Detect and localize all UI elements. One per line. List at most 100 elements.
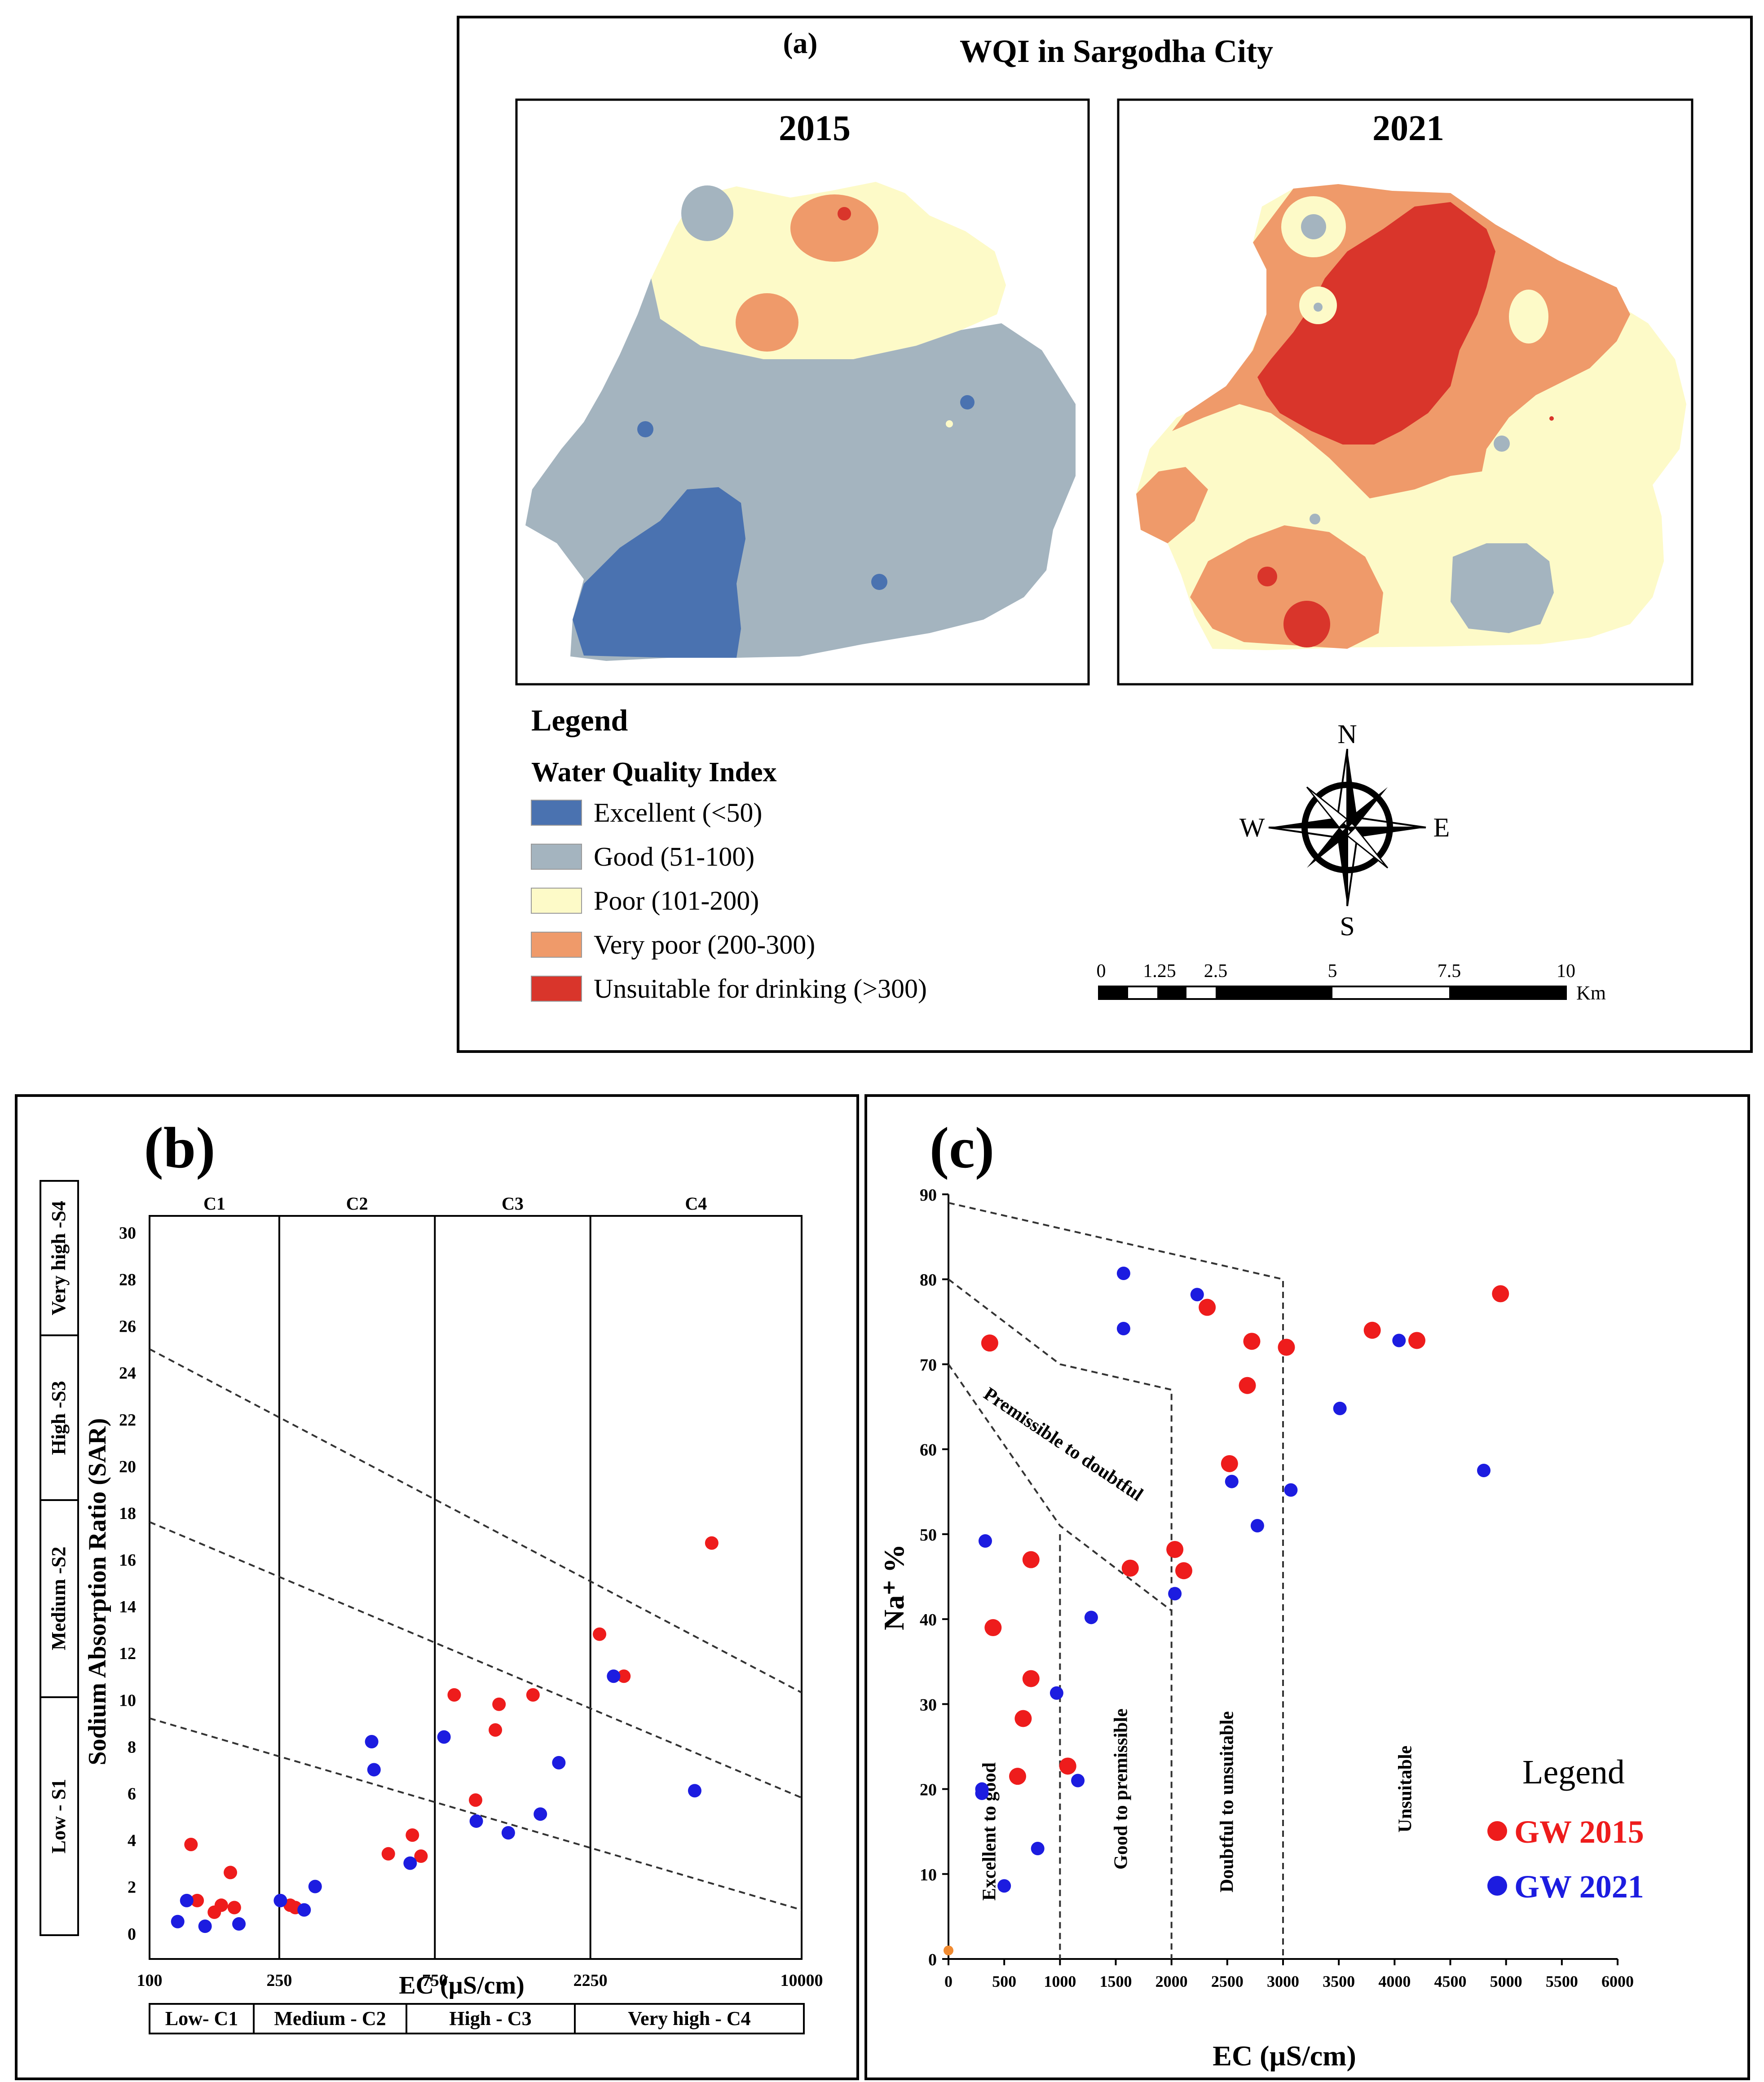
data-point-gw-2015 [705, 1536, 719, 1550]
map-2015-very-poor-patch [790, 194, 878, 262]
panel-c: (c) 0 10 20 30 40 50 60 70 80 90 0 500 1000 1500 2000 2… [864, 1094, 1750, 2080]
map-2021-very-poor-patch-2 [1136, 467, 1208, 543]
sar-class-boundary [150, 1348, 802, 1694]
scale-tick-label: 5 [1328, 961, 1337, 982]
wilcox-boundary-permissible [948, 1364, 1172, 1611]
c-zone-top-label: C3 [502, 1193, 524, 1214]
map-2021-good-spot [1301, 214, 1326, 239]
y-tick-label: 30 [119, 1224, 136, 1242]
chart-c-xlabel: EC (µS/cm) [1213, 2040, 1356, 2072]
data-point-gw-2021 [273, 1893, 287, 1907]
map-2021-good-spot-2 [1314, 303, 1323, 312]
sar-class-boundary [150, 1521, 802, 1799]
x-tick-label: 2500 [1211, 1972, 1244, 1990]
legend-swatch [531, 976, 582, 1002]
data-point-gw-2015 [984, 1619, 1002, 1637]
y-tick-label: 20 [119, 1457, 136, 1476]
scale-tick-label: 2.5 [1204, 961, 1228, 982]
wilcox-zone-label: Doubtful to unsuitable [1217, 1711, 1237, 1893]
data-point-gw-2021 [171, 1915, 185, 1928]
x-tick-label: 2250 [573, 1971, 608, 1990]
scale-tick-label: 1.25 [1143, 961, 1176, 982]
y-tick-label: 70 [920, 1356, 937, 1374]
panel-b-frame [15, 1094, 859, 2080]
map-2015: 2015 [515, 98, 1090, 686]
y-tick-label: 50 [920, 1526, 937, 1545]
map-2015-excellent-zone [573, 487, 745, 658]
map-2021-unsuitable-zone [1257, 202, 1495, 445]
map-2015-excellent-spot [637, 421, 653, 437]
data-point-gw-2021 [1190, 1288, 1204, 1302]
x-tick-label: 4500 [1434, 1972, 1467, 1990]
data-point-gw-2015 [944, 1946, 953, 1956]
legend-swatch [531, 932, 582, 958]
data-point-gw-2021 [1050, 1686, 1063, 1700]
data-point-gw-2015 [1022, 1551, 1040, 1568]
data-point-gw-2021 [1250, 1519, 1264, 1532]
legend-item-label: Very poor (200-300) [594, 930, 815, 960]
map-2021-poor-patch-3 [1509, 290, 1548, 343]
chart-b-ylabel: Sodium Absorption Ratio (SAR) [84, 1418, 111, 1765]
legend-marker [1487, 1876, 1507, 1896]
data-point-gw-2021 [534, 1807, 547, 1821]
legend-swatch [531, 844, 582, 870]
map-2015-unsuitable-spot [838, 207, 851, 220]
y-tick-label: 12 [119, 1644, 136, 1663]
s-zone-medium: Medium -S2 [48, 1547, 70, 1651]
plot-b-frame [149, 1215, 803, 1960]
data-point-gw-2021 [501, 1826, 515, 1840]
x-tick-label: 100 [137, 1971, 163, 1990]
data-point-gw-2021 [1031, 1842, 1045, 1856]
x-tick-label: 10000 [781, 1971, 823, 1990]
y-tick-label: 40 [920, 1611, 937, 1629]
y-tick-label: 10 [119, 1691, 136, 1710]
map-2021-good-spot-3 [1494, 436, 1510, 452]
legend-swatch [531, 888, 582, 914]
data-point-gw-2021 [975, 1787, 989, 1800]
y-tick-label: 10 [920, 1866, 937, 1884]
data-point-gw-2015 [381, 1847, 395, 1861]
data-point-gw-2015 [1022, 1670, 1040, 1687]
c-zone-medium: Medium - C2 [274, 2007, 386, 2029]
scale-tick-label: 10 [1557, 961, 1575, 982]
c-class-row: Low- C1 Medium - C2 High - C3 Very high … [149, 2003, 805, 2034]
data-point-gw-2015 [526, 1688, 540, 1702]
chart-c-ylabel: Na⁺ % [878, 1544, 910, 1630]
data-point-gw-2015 [593, 1627, 607, 1641]
s-zone-high: High -S3 [48, 1381, 70, 1455]
chart-b-xlabel: EC (µS/cm) [399, 1972, 525, 1999]
data-point-gw-2015 [447, 1688, 461, 1702]
data-point-gw-2021 [437, 1730, 451, 1744]
map-2015-excellent-spot-3 [871, 574, 887, 590]
scale-unit: Km [1576, 982, 1606, 1004]
y-tick-label: 22 [119, 1411, 136, 1430]
y-tick-label: 24 [119, 1364, 136, 1383]
legend-series-label: GW 2021 [1514, 1869, 1644, 1905]
data-point-gw-2015 [1014, 1710, 1032, 1727]
chart-c-legend-title: Legend [1522, 1753, 1625, 1791]
legend-item-label: Poor (101-200) [594, 886, 759, 916]
y-tick-label: 0 [928, 1950, 937, 1969]
y-tick-label: 16 [119, 1551, 136, 1570]
data-point-gw-2021 [1168, 1587, 1182, 1601]
data-point-gw-2015 [1199, 1298, 1216, 1316]
data-point-gw-2021 [1392, 1334, 1406, 1347]
y-tick-label: 60 [920, 1441, 937, 1460]
y-tick-label: 0 [128, 1925, 136, 1944]
data-point-gw-2015 [1121, 1559, 1139, 1577]
map-2021-very-poor-patch [1190, 525, 1383, 649]
legend-marker [1487, 1821, 1507, 1841]
y-tick-label: 28 [119, 1271, 136, 1290]
data-point-gw-2015 [214, 1898, 228, 1912]
data-point-gw-2015 [1363, 1321, 1381, 1339]
y-tick-label: 26 [119, 1317, 136, 1336]
panel-a-label: (a) [783, 27, 818, 60]
data-point-gw-2015 [224, 1866, 238, 1880]
x-tick-label: 500 [992, 1972, 1016, 1990]
data-point-gw-2015 [1243, 1333, 1261, 1350]
s-class-column: Low - S1 Medium -S2 High -S3 Very high -… [40, 1180, 79, 1936]
data-point-gw-2015 [1408, 1332, 1425, 1349]
map-2021-unsuitable-spot-2 [1283, 601, 1330, 647]
legend-subheading: Water Quality Index [531, 757, 777, 788]
legend-item-label: Unsuitable for drinking (>300) [594, 974, 927, 1004]
